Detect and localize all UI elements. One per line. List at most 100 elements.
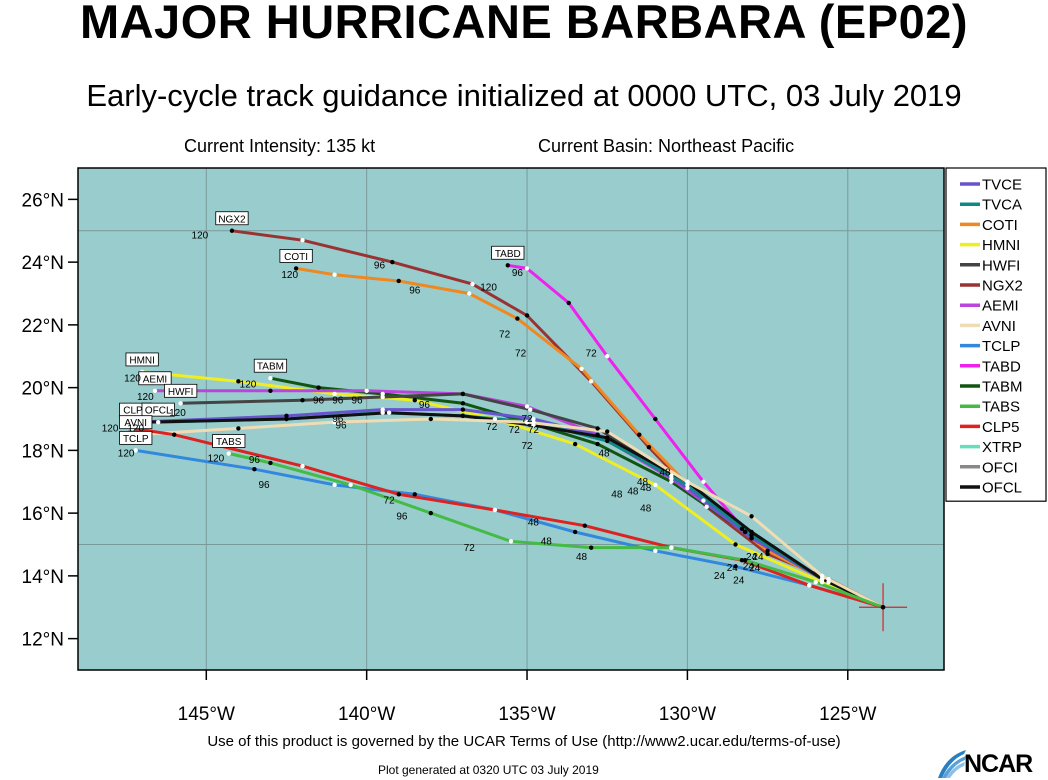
forecast-hour-label: 48 [598,449,610,460]
track-point [236,379,241,384]
track-point [412,397,417,403]
forecast-hour-label: 48 [637,477,649,488]
track-point [172,432,177,437]
track-point [742,529,748,535]
track-point [460,407,466,412]
track-point [653,482,658,488]
track-point [380,407,385,412]
forecast-hour-label: 48 [640,504,652,515]
track-point [739,526,745,532]
track-point [178,401,183,406]
track-point [704,504,709,510]
forecast-hour-label: 72 [586,348,598,359]
track-tclp [135,448,884,609]
track-point [685,482,690,488]
forecast-hour-label: 120 [118,449,135,460]
forecast-hour-label: 96 [512,268,524,279]
forecast-hour-label: 96 [374,260,386,271]
track-point [566,300,571,306]
track-end-box [279,248,313,263]
lon-tick-label: 140°W [338,704,395,725]
forecast-hour-label: 48 [611,489,623,500]
forecast-hour-label: 96 [409,286,421,297]
track-end-box [253,358,288,373]
track-point [428,416,434,422]
track-point [460,413,466,419]
legend-item-label: AEMI [982,298,1019,315]
lat-tick-label: 24°N [22,253,64,274]
track-point [646,445,652,450]
lat-tick-label: 20°N [22,379,64,400]
forecast-hour-label: 24 [733,576,745,587]
track-point [765,548,770,553]
track-end-box [125,352,159,367]
track-point [300,397,305,403]
track-point [152,388,158,393]
track-end-box [491,245,525,260]
forecast-hour-label: 120 [192,231,209,242]
current-intensity: Current Intensity: 135 kt [184,136,376,156]
track-point [470,281,475,287]
forecast-hour-label: 24 [752,552,764,563]
track-end-box [119,430,153,445]
forecast-hour-label: 48 [627,486,639,497]
track-point [733,564,738,569]
track-point [268,388,273,393]
track-point [300,237,305,243]
track-point [531,416,536,422]
legend-item-label: HMNI [982,237,1020,254]
lat-tick-label: 14°N [22,567,64,588]
forecast-hour-label: 24 [746,552,758,563]
track-point [380,410,385,415]
track-point [284,416,289,422]
page-title: MAJOR HURRICANE BARBARA (EP02) [79,0,969,48]
forecast-hour-label: 48 [640,483,652,494]
track-point [588,545,594,550]
track-point [133,448,138,453]
track-end-label: COTI [284,252,308,263]
track-point [749,514,754,519]
ncar-logo-icon [938,750,966,778]
track-point [380,394,385,400]
track-point [588,379,594,384]
forecast-hour-label: 96 [258,480,270,491]
track-end-label: AEMI [143,374,167,385]
track-point [316,385,321,390]
track-point [386,410,392,415]
forecast-hour-label: 24 [727,563,739,574]
track-point [669,476,674,481]
forecast-hour-label: 120 [102,424,119,435]
track-point [765,551,770,557]
track-point [531,423,536,428]
track-end-box [212,434,246,448]
track-end-label: HWFI [168,387,194,398]
forecast-hour-label: 72 [464,543,476,554]
track-point [579,366,584,371]
map-frame [77,167,945,671]
forecast-hour-label: 120 [137,392,154,403]
forecast-hour-label: 24 [743,562,755,573]
track-point [531,419,536,425]
forecast-hour-label: 72 [499,329,511,340]
forecast-hour-label: 72 [521,441,533,452]
track-point [524,313,530,318]
lat-tick-label: 18°N [22,441,64,462]
forecast-hour-label: 120 [124,373,141,384]
forecast-hour-label: 96 [396,511,408,522]
track-point [807,583,812,588]
forecast-hour-label: 72 [521,414,533,425]
track-end-label: TABD [495,249,521,260]
forecast-hour-label: 120 [127,424,144,435]
legend-item-label: TVCA [982,197,1022,214]
legend-item-label: COTI [982,217,1018,234]
track-point [252,467,257,472]
track-end-label: TABS [216,437,242,448]
forecast-hour-label: 72 [509,425,521,436]
track-point [229,228,235,233]
track-point [467,291,472,296]
forecast-hour-label: 120 [480,282,497,293]
legend-item-label: TABM [982,379,1023,396]
forecast-hour-label: 48 [541,537,553,548]
lon-tick-label: 135°W [498,704,555,725]
track-point [268,460,273,466]
